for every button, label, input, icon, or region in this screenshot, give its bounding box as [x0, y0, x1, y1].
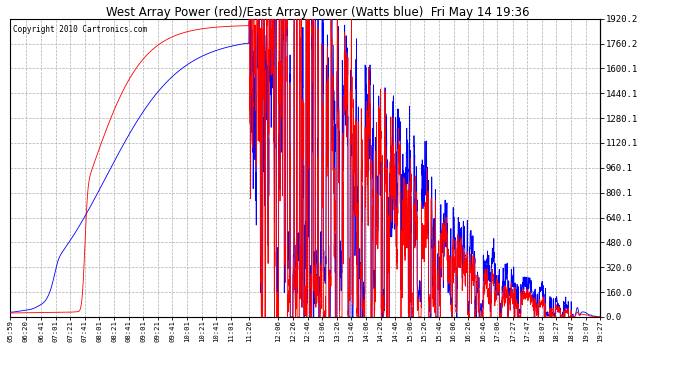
Text: West Array Power (red)/East Array Power (Watts blue)  Fri May 14 19:36: West Array Power (red)/East Array Power … [106, 6, 529, 19]
Text: Copyright 2010 Cartronics.com: Copyright 2010 Cartronics.com [13, 25, 148, 34]
